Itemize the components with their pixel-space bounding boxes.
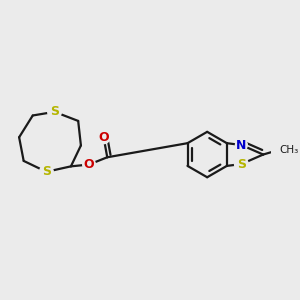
- Text: S: S: [42, 165, 51, 178]
- Text: O: O: [98, 131, 109, 144]
- Text: CH₃: CH₃: [279, 145, 298, 155]
- Circle shape: [97, 131, 110, 144]
- Circle shape: [272, 144, 285, 156]
- Circle shape: [48, 105, 62, 119]
- Text: S: S: [237, 158, 246, 171]
- Circle shape: [236, 139, 247, 151]
- Circle shape: [40, 165, 53, 178]
- Text: N: N: [236, 139, 247, 152]
- Circle shape: [83, 158, 95, 171]
- Text: S: S: [50, 105, 59, 118]
- Text: O: O: [84, 158, 94, 171]
- Circle shape: [235, 157, 248, 171]
